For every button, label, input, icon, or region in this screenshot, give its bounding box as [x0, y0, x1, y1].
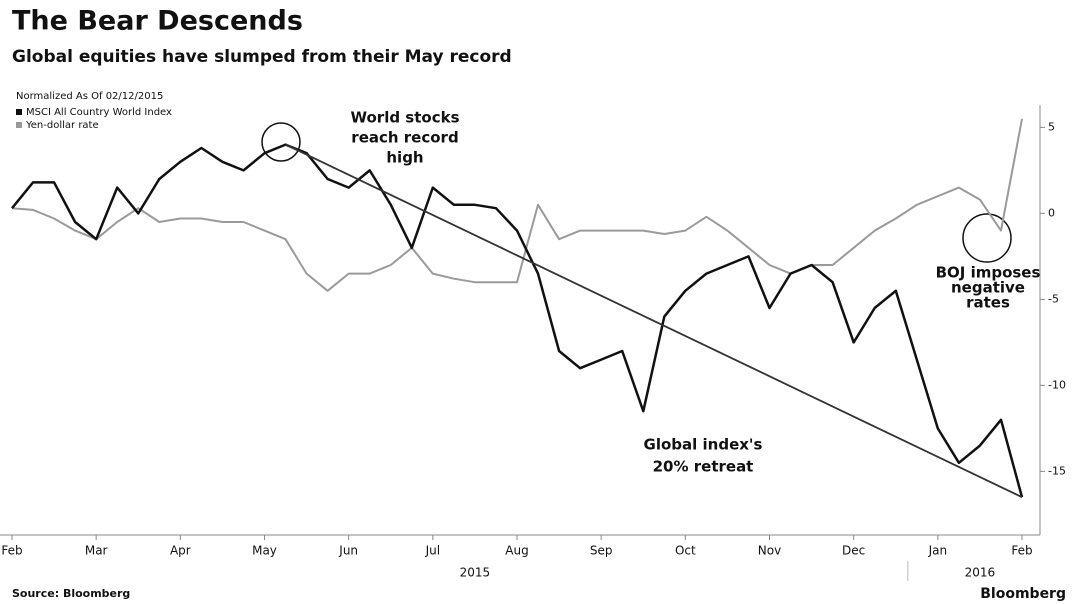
x-tick-label: May — [252, 544, 277, 558]
year-label: 2016 — [965, 566, 996, 580]
annotation: BOJ imposes — [936, 264, 1041, 282]
x-tick-label: Feb — [1011, 544, 1032, 558]
year-label: 2015 — [460, 566, 491, 580]
series-line — [11, 118, 1023, 292]
legend-label: MSCI All Country World Index — [26, 107, 172, 118]
annotation: Global index's — [644, 436, 763, 454]
x-tick-label: Jan — [928, 544, 948, 558]
annotation: World stocks — [350, 109, 459, 127]
y-tick-label: 0 — [1048, 206, 1055, 219]
y-tick-label: -5 — [1048, 292, 1059, 305]
x-tick-label: Oct — [675, 544, 696, 558]
trend-line — [285, 143, 1023, 498]
x-tick-label: Nov — [758, 544, 781, 558]
x-tick-label: Sep — [590, 544, 613, 558]
legend-swatch — [16, 122, 22, 128]
legend-note: Normalized As Of 02/12/2015 — [16, 91, 163, 102]
x-tick-label: Jul — [425, 544, 440, 558]
y-tick-label: 5 — [1048, 120, 1055, 133]
series-line — [11, 143, 1024, 498]
annotation: negative — [951, 279, 1025, 297]
annotation: rates — [966, 294, 1010, 312]
x-tick-label: Aug — [505, 544, 528, 558]
annotation: high — [386, 149, 423, 167]
legend-label: Yen-dollar rate — [25, 120, 99, 131]
highlight-circle — [962, 213, 1012, 263]
x-tick-label: Apr — [170, 544, 191, 558]
y-tick-label: -15 — [1048, 464, 1066, 477]
x-tick-label: Dec — [842, 544, 865, 558]
chart-subtitle: Global equities have slumped from their … — [12, 47, 512, 67]
y-tick-label: -10 — [1048, 378, 1066, 391]
source: Source: Bloomberg — [12, 587, 130, 600]
chart-title: The Bear Descends — [12, 6, 303, 37]
annotation: reach record — [351, 129, 458, 147]
x-tick-label: Jun — [338, 544, 358, 558]
highlight-circle — [261, 122, 301, 162]
legend-swatch — [16, 109, 22, 115]
x-tick-label: Mar — [85, 544, 108, 558]
brand: Bloomberg — [980, 586, 1066, 602]
annotation: 20% retreat — [653, 458, 754, 476]
x-tick-label: Feb — [1, 544, 22, 558]
